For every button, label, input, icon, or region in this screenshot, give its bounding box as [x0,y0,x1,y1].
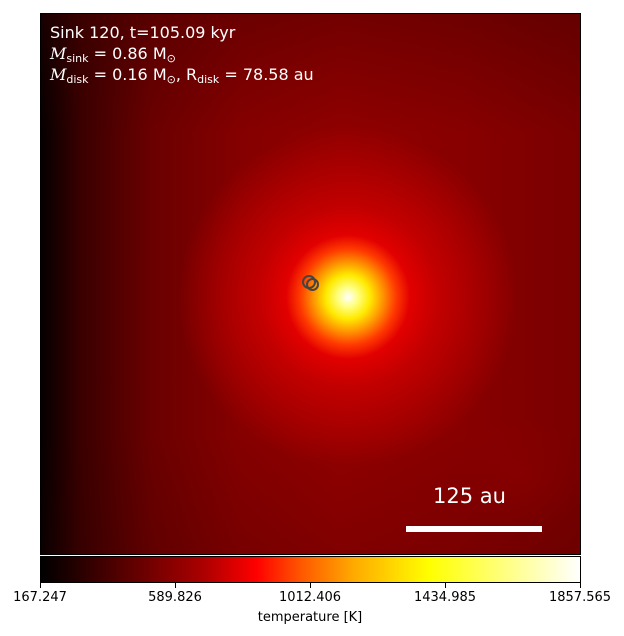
disk-mass-sub: disk [66,73,89,86]
colorbar-tick-label: 1012.406 [278,590,342,605]
sink-marker-companion [306,278,319,291]
scale-bar-label: 125 au [433,484,506,508]
colorbar-label: temperature [K] [257,610,363,625]
colorbar-tick-label: 167.247 [13,590,67,605]
sink-mass-value: = 0.86 M [88,44,167,63]
sun-symbol-2: ⊙ [166,73,176,86]
colorbar [40,556,581,583]
colorbar-tick [445,583,446,588]
disk-radius-value: = 78.58 au [219,65,314,84]
disk-mass-value: = 0.16 M [88,65,167,84]
temperature-map: Sink 120, t=105.09 kyr Msink = 0.86 M⊙ M… [40,13,581,555]
colorbar-tick-label: 589.826 [148,590,202,605]
sink-mass-label: Msink = 0.86 M⊙ [50,43,176,69]
colorbar-tick-label: 1434.985 [413,590,477,605]
scale-bar [406,526,542,532]
disk-radius-prefix: , R [175,65,198,84]
disk-radius-sub: disk [197,73,220,86]
colorbar-tick-label: 1857.565 [548,590,612,605]
colorbar-tick [40,583,41,588]
sink-title: Sink 120, t=105.09 kyr [50,23,236,42]
disk-label: Mdisk = 0.16 M⊙, Rdisk = 78.58 au [50,64,314,90]
sink-mass-sub: sink [66,52,89,65]
colorbar-tick [310,583,311,588]
disk-mass-symbol: M [50,65,67,84]
sink-mass-symbol: M [50,44,67,63]
colorbar-tick [175,583,176,588]
sun-symbol: ⊙ [166,52,176,65]
colorbar-tick [580,583,581,588]
